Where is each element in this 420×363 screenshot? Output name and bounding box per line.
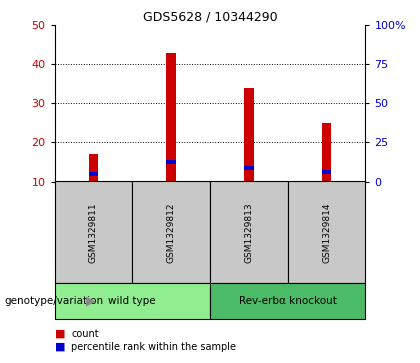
Text: GSM1329813: GSM1329813 xyxy=(244,202,253,263)
Bar xyxy=(322,170,331,174)
Text: wild type: wild type xyxy=(108,296,156,306)
Bar xyxy=(322,123,331,182)
Text: GDS5628 / 10344290: GDS5628 / 10344290 xyxy=(143,11,277,24)
Bar xyxy=(55,182,132,283)
Bar xyxy=(210,283,365,319)
Bar xyxy=(132,182,210,283)
Text: GSM1329812: GSM1329812 xyxy=(167,202,176,262)
Text: ■: ■ xyxy=(55,342,65,352)
Text: ▶: ▶ xyxy=(86,295,96,308)
Text: GSM1329811: GSM1329811 xyxy=(89,202,98,263)
Text: count: count xyxy=(71,329,99,339)
Bar xyxy=(210,182,288,283)
Bar xyxy=(288,182,365,283)
Bar xyxy=(55,283,210,319)
Bar xyxy=(244,166,254,170)
Text: GSM1329814: GSM1329814 xyxy=(322,202,331,262)
Bar xyxy=(89,154,98,182)
Bar xyxy=(166,160,176,164)
Bar xyxy=(244,88,254,182)
Text: ■: ■ xyxy=(55,329,65,339)
Text: Rev-erbα knockout: Rev-erbα knockout xyxy=(239,296,337,306)
Text: genotype/variation: genotype/variation xyxy=(4,296,103,306)
Bar xyxy=(166,53,176,181)
Bar xyxy=(89,172,98,176)
Text: percentile rank within the sample: percentile rank within the sample xyxy=(71,342,236,352)
